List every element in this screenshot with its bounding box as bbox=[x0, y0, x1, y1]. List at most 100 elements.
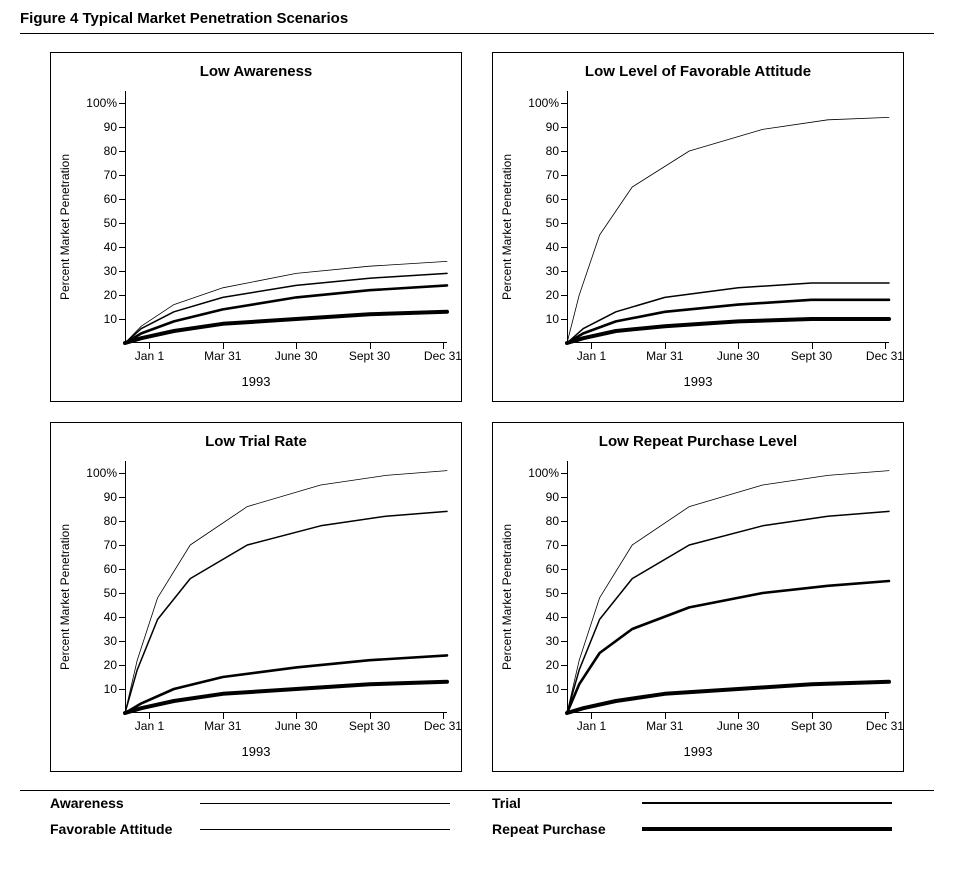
y-tick-label: 100% bbox=[86, 96, 125, 110]
x-tick-label: Sept 30 bbox=[791, 343, 832, 363]
y-tick-label: 50 bbox=[104, 216, 125, 230]
x-tick-label: Dec 31 bbox=[424, 343, 462, 363]
x-tick-label: Sept 30 bbox=[349, 713, 390, 733]
y-tick-label: 100% bbox=[528, 466, 567, 480]
y-axis-label: Percent Market Penetration bbox=[58, 524, 72, 670]
y-tick-label: 60 bbox=[546, 192, 567, 206]
y-tick-label: 100% bbox=[528, 96, 567, 110]
y-tick-label: 50 bbox=[546, 216, 567, 230]
plot-svg bbox=[125, 91, 447, 343]
y-tick-label: 20 bbox=[104, 658, 125, 672]
x-tick-label: June 30 bbox=[275, 713, 318, 733]
y-tick-label: 30 bbox=[104, 634, 125, 648]
y-tick-label: 10 bbox=[104, 682, 125, 696]
y-tick-label: 10 bbox=[546, 682, 567, 696]
y-tick-label: 80 bbox=[546, 514, 567, 528]
y-tick-label: 80 bbox=[546, 144, 567, 158]
y-tick-label: 30 bbox=[546, 634, 567, 648]
y-tick-label: 70 bbox=[546, 168, 567, 182]
y-tick-label: 40 bbox=[546, 610, 567, 624]
x-axis-label: 1993 bbox=[242, 374, 271, 389]
x-axis-label: 1993 bbox=[684, 374, 713, 389]
panel-title: Low Trial Rate bbox=[51, 433, 461, 450]
series-repeat bbox=[567, 682, 889, 713]
chart-area: 102030405060708090100%Jan 1Mar 31June 30… bbox=[125, 91, 447, 343]
y-tick-label: 60 bbox=[104, 192, 125, 206]
x-tick-label: Jan 1 bbox=[577, 343, 606, 363]
figure-title: Figure 4 Typical Market Penetration Scen… bbox=[20, 10, 934, 34]
chart-area: 102030405060708090100%Jan 1Mar 31June 30… bbox=[125, 461, 447, 713]
x-tick-label: Dec 31 bbox=[424, 713, 462, 733]
legend-item: Trial bbox=[492, 795, 904, 811]
y-tick-label: 30 bbox=[104, 264, 125, 278]
y-tick-label: 20 bbox=[546, 288, 567, 302]
y-tick-label: 90 bbox=[546, 120, 567, 134]
chart-area: 102030405060708090100%Jan 1Mar 31June 30… bbox=[567, 461, 889, 713]
panel: Low Trial Rate Percent Market Penetration… bbox=[50, 422, 462, 772]
panel-title: Low Awareness bbox=[51, 63, 461, 80]
y-tick-label: 20 bbox=[104, 288, 125, 302]
y-tick-label: 80 bbox=[104, 514, 125, 528]
x-axis-label: 1993 bbox=[242, 744, 271, 759]
legend-line bbox=[200, 829, 450, 830]
y-tick-label: 90 bbox=[546, 490, 567, 504]
y-tick-label: 60 bbox=[546, 562, 567, 576]
x-tick-label: Mar 31 bbox=[646, 343, 683, 363]
y-tick-label: 50 bbox=[546, 586, 567, 600]
legend-label: Favorable Attitude bbox=[50, 821, 200, 837]
chart-area: 102030405060708090100%Jan 1Mar 31June 30… bbox=[567, 91, 889, 343]
series-awareness bbox=[567, 117, 889, 343]
legend-line bbox=[642, 802, 892, 804]
legend-item: Awareness bbox=[50, 795, 462, 811]
y-tick-label: 70 bbox=[546, 538, 567, 552]
x-tick-label: Sept 30 bbox=[791, 713, 832, 733]
y-tick-label: 40 bbox=[104, 240, 125, 254]
y-tick-label: 30 bbox=[546, 264, 567, 278]
legend-label: Awareness bbox=[50, 795, 200, 811]
panel: Low Level of Favorable Attitude Percent M… bbox=[492, 52, 904, 402]
x-tick-label: Jan 1 bbox=[577, 713, 606, 733]
y-axis-label: Percent Market Penetration bbox=[58, 154, 72, 300]
series-repeat bbox=[125, 682, 447, 713]
legend-label: Repeat Purchase bbox=[492, 821, 642, 837]
panel-grid: Low Awareness Percent Market Penetration 1… bbox=[20, 52, 934, 772]
panel-title: Low Repeat Purchase Level bbox=[493, 433, 903, 450]
series-favorable bbox=[567, 283, 889, 343]
y-axis-label: Percent Market Penetration bbox=[500, 524, 514, 670]
plot-svg bbox=[567, 461, 889, 713]
legend: Awareness Trial Favorable Attitude Repeat P… bbox=[20, 790, 934, 837]
panel: Low Awareness Percent Market Penetration 1… bbox=[50, 52, 462, 402]
y-tick-label: 70 bbox=[104, 538, 125, 552]
x-tick-label: Mar 31 bbox=[204, 343, 241, 363]
x-tick-label: Dec 31 bbox=[866, 713, 904, 733]
x-axis-label: 1993 bbox=[684, 744, 713, 759]
series-awareness bbox=[125, 471, 447, 713]
series-awareness bbox=[567, 471, 889, 713]
y-tick-label: 80 bbox=[104, 144, 125, 158]
x-tick-label: Mar 31 bbox=[646, 713, 683, 733]
panel-title: Low Level of Favorable Attitude bbox=[493, 63, 903, 80]
y-tick-label: 90 bbox=[104, 490, 125, 504]
x-tick-label: Dec 31 bbox=[866, 343, 904, 363]
series-repeat bbox=[125, 312, 447, 343]
legend-item: Favorable Attitude bbox=[50, 821, 462, 837]
y-tick-label: 100% bbox=[86, 466, 125, 480]
x-tick-label: June 30 bbox=[717, 343, 760, 363]
x-tick-label: June 30 bbox=[275, 343, 318, 363]
y-tick-label: 60 bbox=[104, 562, 125, 576]
x-tick-label: Mar 31 bbox=[204, 713, 241, 733]
plot-svg bbox=[567, 91, 889, 343]
y-tick-label: 40 bbox=[546, 240, 567, 254]
y-axis-label: Percent Market Penetration bbox=[500, 154, 514, 300]
plot-svg bbox=[125, 461, 447, 713]
legend-line bbox=[642, 827, 892, 831]
legend-item: Repeat Purchase bbox=[492, 821, 904, 837]
x-tick-label: Sept 30 bbox=[349, 343, 390, 363]
y-tick-label: 70 bbox=[104, 168, 125, 182]
x-tick-label: Jan 1 bbox=[135, 343, 164, 363]
y-tick-label: 10 bbox=[104, 312, 125, 326]
y-tick-label: 20 bbox=[546, 658, 567, 672]
x-tick-label: June 30 bbox=[717, 713, 760, 733]
y-tick-label: 10 bbox=[546, 312, 567, 326]
y-tick-label: 90 bbox=[104, 120, 125, 134]
